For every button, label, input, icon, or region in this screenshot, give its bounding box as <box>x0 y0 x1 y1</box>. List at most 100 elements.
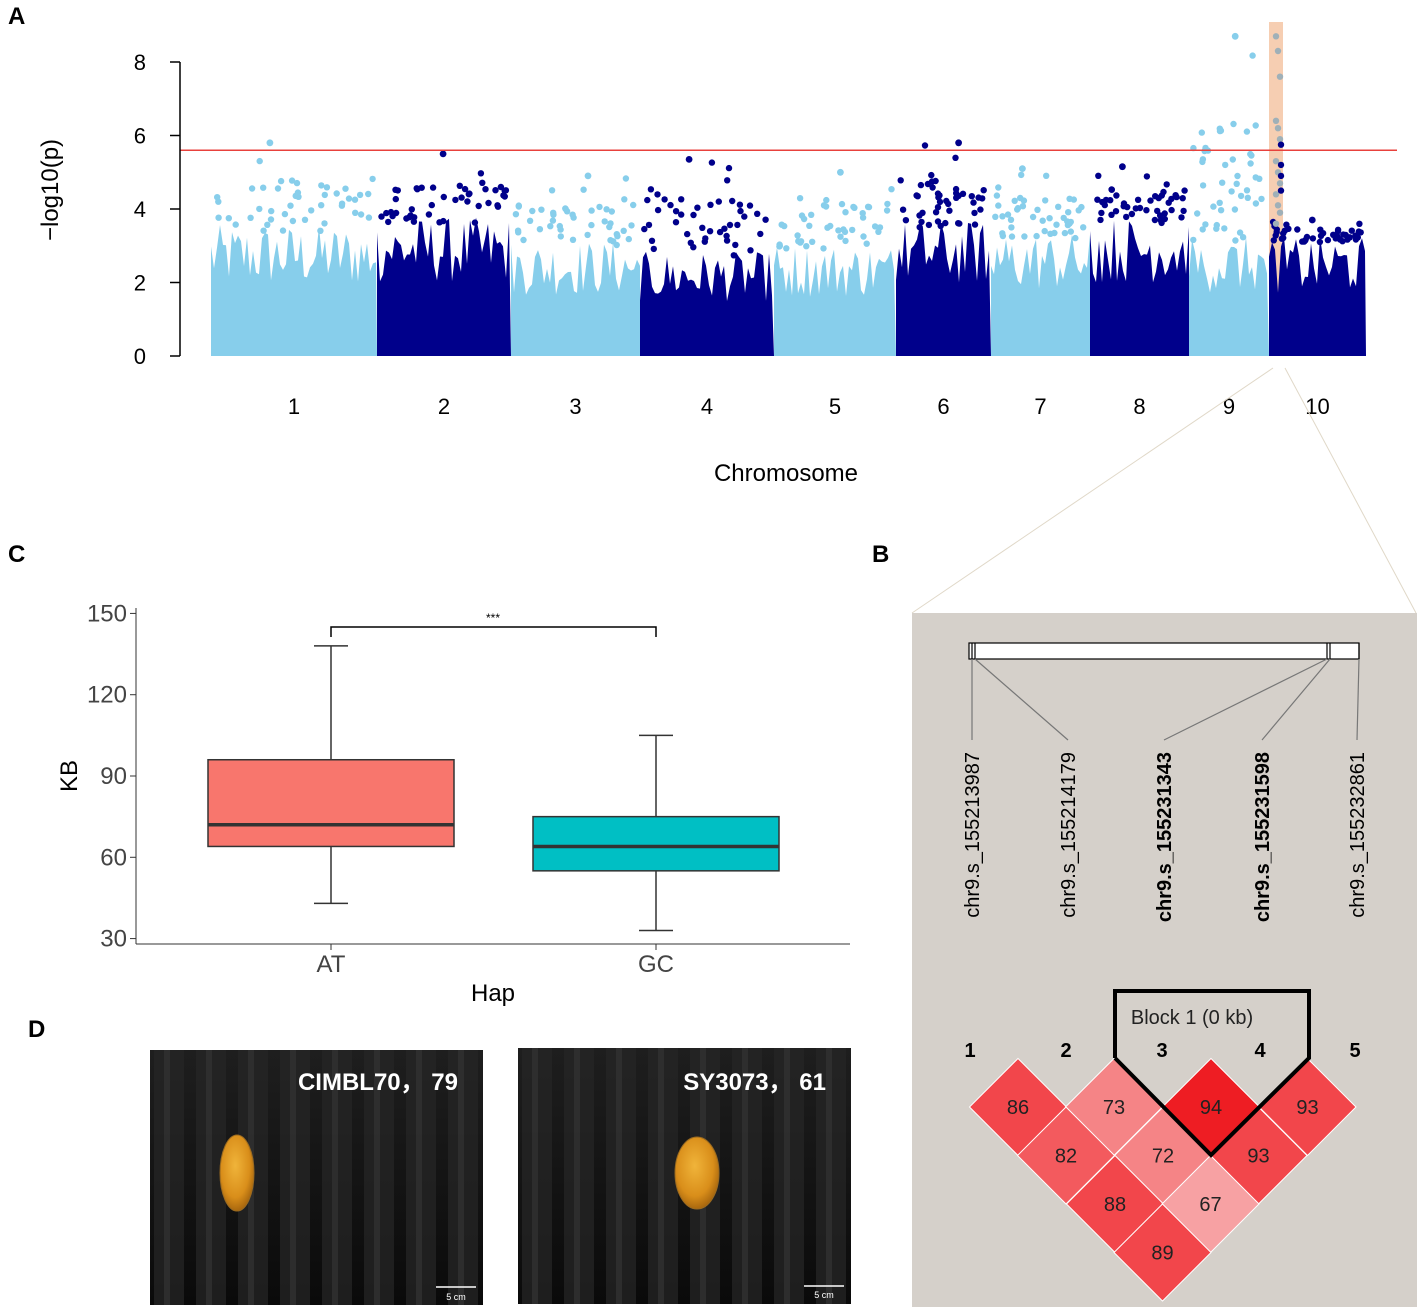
snp-point <box>369 175 376 183</box>
snp-point <box>1124 203 1131 211</box>
panel-label-a: A <box>8 3 25 30</box>
snp-point <box>1199 182 1207 189</box>
scale-bar-label: 5 cm <box>446 1292 466 1302</box>
snp-point <box>849 226 856 234</box>
snp-point <box>1199 226 1206 233</box>
snp-point <box>345 195 353 202</box>
snp-point <box>260 227 267 234</box>
snp-point <box>556 222 563 230</box>
snp-point <box>716 228 724 236</box>
snp-point <box>992 213 999 220</box>
snp-point <box>841 228 849 236</box>
snp-point <box>1053 221 1060 228</box>
y-tick-label: 0 <box>134 344 146 369</box>
snp-point <box>1249 52 1256 59</box>
snp-point <box>757 230 764 238</box>
snp-index: 5 <box>1349 1040 1360 1062</box>
snp-point <box>413 185 420 192</box>
chromosome-4-band <box>640 251 774 356</box>
snp-point <box>842 209 849 216</box>
snp-point <box>429 184 437 191</box>
snp-point <box>557 233 564 240</box>
snp-point <box>746 202 754 209</box>
snp-point <box>464 198 471 205</box>
snp-point <box>436 219 443 226</box>
chromosome-label: 1 <box>288 394 300 419</box>
snp-point <box>1123 213 1130 221</box>
snp-point <box>999 230 1006 237</box>
snp-point <box>1072 234 1079 242</box>
snp-point <box>1143 207 1150 214</box>
snp-point <box>860 233 867 240</box>
box-iqr <box>532 815 780 872</box>
snp-point <box>425 211 433 218</box>
snp-point <box>1011 197 1018 204</box>
snp-point <box>1270 237 1278 244</box>
snp-point <box>781 222 788 230</box>
snp-point <box>707 201 714 208</box>
snp-point <box>378 213 385 220</box>
chromosome-label: 10 <box>1305 394 1329 419</box>
snp-point <box>942 219 949 227</box>
snp-point <box>648 237 656 244</box>
snp-point <box>1067 218 1075 226</box>
snp-point <box>1276 73 1284 80</box>
snp-point <box>1230 120 1237 128</box>
snp-point <box>946 207 953 214</box>
box-x-axis-title: Hap <box>471 980 515 1007</box>
snp-point <box>547 223 554 230</box>
snp-point <box>952 185 960 193</box>
y-tick-label: 2 <box>134 271 146 296</box>
snp-point <box>603 206 610 213</box>
ld-cell-value: 82 <box>1055 1146 1077 1168</box>
chromosome-3-band <box>511 242 640 356</box>
snp-point <box>993 192 1001 199</box>
snp-point <box>827 222 834 230</box>
snp-index: 2 <box>1060 1040 1071 1062</box>
snp-point <box>1272 220 1280 227</box>
peak-point <box>266 139 274 147</box>
snp-point <box>279 227 287 234</box>
snp-point <box>365 190 372 198</box>
snp-point <box>515 202 522 209</box>
snp-point <box>690 211 697 219</box>
snp-point <box>741 213 748 220</box>
zoom-connector-left <box>911 367 1274 614</box>
box-y-tick-label: 120 <box>87 682 127 709</box>
snp-point <box>835 227 842 234</box>
snp-point <box>281 210 289 218</box>
snp-point <box>1274 47 1282 55</box>
snp-point <box>232 221 239 228</box>
snp-point <box>970 199 977 206</box>
snp-point <box>916 224 923 231</box>
snp-point <box>916 212 923 219</box>
snp-point <box>440 193 447 201</box>
snp-point <box>1348 227 1356 234</box>
snp-point <box>932 209 940 216</box>
snp-point <box>538 206 545 213</box>
snp-point <box>995 184 1002 191</box>
y-tick-label: 4 <box>134 197 146 222</box>
snp-point <box>606 223 613 231</box>
snp-point <box>1319 230 1327 237</box>
chromosome-1-points <box>211 139 377 356</box>
snp-point <box>729 197 736 205</box>
snp-point <box>485 199 492 207</box>
snp-point <box>607 237 614 244</box>
snp-point <box>678 211 685 218</box>
snp-point <box>1243 128 1251 135</box>
snp-point <box>428 201 435 209</box>
roller-highlight <box>574 1048 580 1304</box>
snp-point <box>621 196 628 203</box>
chromosome-label: 4 <box>701 394 713 419</box>
snp-point <box>936 192 943 199</box>
snp-point <box>318 202 325 209</box>
snp-point <box>721 225 728 232</box>
snp-point <box>1181 187 1188 194</box>
snp-point <box>389 212 396 220</box>
chromosome-7-points <box>991 165 1090 356</box>
snp-point <box>806 222 813 229</box>
panel-label-c: C <box>8 541 25 568</box>
snp-point <box>1067 228 1075 235</box>
snp-point <box>614 233 621 240</box>
